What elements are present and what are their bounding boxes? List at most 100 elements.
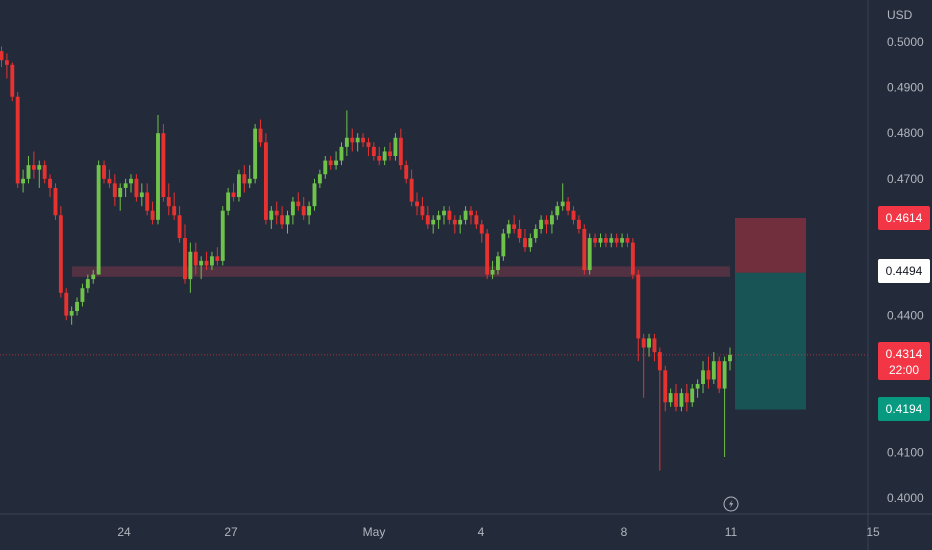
candle bbox=[85, 274, 90, 293]
candle-body bbox=[517, 228, 522, 239]
candle bbox=[220, 206, 225, 266]
candle bbox=[193, 242, 198, 275]
candle-body bbox=[64, 292, 69, 316]
candle bbox=[636, 270, 641, 362]
candle-body bbox=[307, 206, 312, 216]
candle-body bbox=[593, 238, 598, 243]
candle bbox=[641, 333, 646, 398]
candle-body bbox=[474, 215, 479, 225]
candle-body bbox=[415, 201, 419, 207]
candle-body bbox=[371, 146, 376, 156]
candle-body bbox=[425, 215, 430, 225]
candle-body bbox=[26, 165, 31, 179]
candle-body bbox=[280, 215, 285, 225]
price-tick-label: 0.4800 bbox=[887, 126, 924, 140]
candle-body bbox=[80, 288, 85, 302]
candle bbox=[469, 206, 473, 225]
candle bbox=[317, 169, 322, 188]
candle bbox=[614, 233, 619, 248]
candle-body bbox=[668, 393, 673, 403]
time-tick-label: May bbox=[363, 525, 386, 539]
candle-body bbox=[204, 260, 209, 266]
candle bbox=[474, 210, 479, 229]
candle bbox=[96, 160, 101, 275]
candle-body bbox=[269, 210, 274, 220]
candle bbox=[361, 133, 365, 147]
price-badges: 0.4614 0.4494 0.4314 22:00 0.4194 bbox=[878, 206, 930, 421]
candle-body bbox=[317, 174, 322, 184]
candle bbox=[512, 215, 517, 234]
candle-body bbox=[544, 219, 549, 225]
candle bbox=[75, 297, 79, 316]
candle-body bbox=[334, 160, 339, 166]
time-axis[interactable]: 24 27 May 4 8 11 15 bbox=[117, 525, 880, 539]
candle bbox=[226, 187, 231, 216]
candle bbox=[496, 251, 500, 275]
candle bbox=[199, 256, 204, 280]
candle bbox=[285, 210, 290, 234]
candle-body bbox=[576, 219, 581, 229]
candle-body bbox=[436, 215, 441, 220]
candle bbox=[620, 233, 625, 248]
price-badge-label: 0.4494 bbox=[886, 264, 923, 278]
candle-body bbox=[183, 238, 187, 280]
candle-body bbox=[226, 192, 231, 211]
candle bbox=[458, 215, 463, 234]
price-badge: 0.4194 bbox=[878, 397, 930, 421]
candle-body bbox=[290, 201, 295, 216]
candle bbox=[549, 210, 554, 234]
candle-body bbox=[177, 215, 182, 239]
candle bbox=[404, 160, 409, 184]
candle bbox=[145, 183, 150, 216]
candle-body bbox=[630, 242, 635, 275]
candle bbox=[657, 347, 662, 471]
candle-body bbox=[614, 238, 619, 243]
candle bbox=[479, 219, 484, 243]
price-tick-label: 0.4100 bbox=[887, 445, 924, 459]
candle-body bbox=[150, 210, 155, 220]
candle-body bbox=[4, 60, 9, 65]
candle-body bbox=[501, 233, 506, 257]
price-badge-background bbox=[878, 342, 930, 380]
candle-body bbox=[695, 384, 700, 389]
take-profit-zone[interactable] bbox=[735, 272, 806, 410]
candle-body bbox=[560, 201, 565, 207]
candle-body bbox=[528, 238, 533, 248]
candle-body bbox=[690, 388, 695, 403]
candle-body bbox=[220, 210, 225, 261]
candle bbox=[566, 197, 571, 216]
candle bbox=[722, 356, 727, 457]
position-tool[interactable] bbox=[735, 218, 806, 410]
candle bbox=[452, 215, 457, 234]
candle-body bbox=[42, 165, 47, 179]
stop-loss-zone[interactable] bbox=[735, 218, 806, 273]
candle-body bbox=[210, 256, 214, 266]
candle bbox=[258, 119, 263, 147]
candle-body bbox=[285, 215, 290, 225]
lightning-icon[interactable] bbox=[723, 496, 739, 512]
candle bbox=[647, 333, 651, 357]
price-badge: 0.4314 22:00 bbox=[878, 342, 930, 380]
candle-body bbox=[231, 192, 236, 198]
candle bbox=[328, 156, 333, 170]
candle bbox=[263, 133, 268, 225]
candle-body bbox=[10, 64, 15, 97]
candle-body bbox=[663, 370, 668, 403]
candle bbox=[48, 174, 53, 198]
candle bbox=[296, 192, 301, 211]
candle bbox=[290, 197, 295, 225]
candle bbox=[37, 160, 42, 188]
candle bbox=[409, 169, 414, 207]
candle bbox=[463, 206, 468, 225]
candle-body bbox=[711, 361, 716, 380]
candle bbox=[560, 183, 565, 211]
candle-body bbox=[172, 206, 177, 216]
candle-body bbox=[398, 137, 403, 166]
candle bbox=[4, 53, 9, 79]
candle bbox=[112, 174, 117, 207]
candle bbox=[210, 251, 214, 270]
candle bbox=[69, 306, 74, 325]
candle bbox=[576, 215, 581, 234]
